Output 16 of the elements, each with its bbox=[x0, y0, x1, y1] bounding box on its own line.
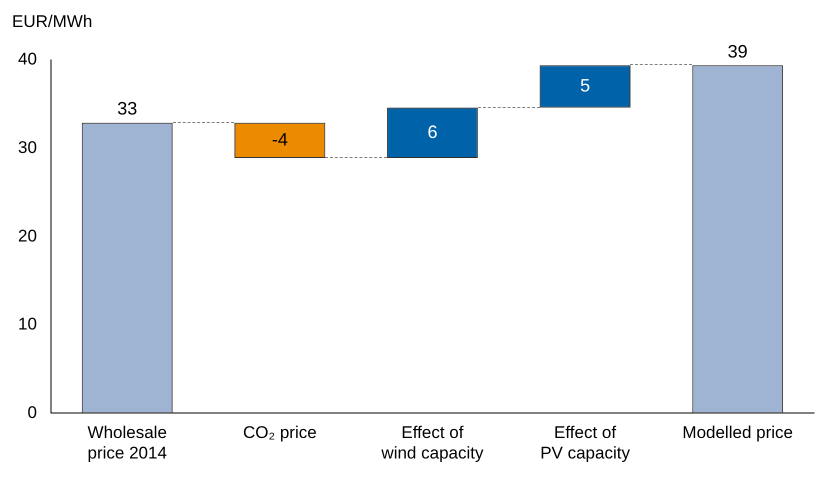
data-label: -4 bbox=[272, 129, 288, 150]
x-tick-label: Effect of PV capacity bbox=[540, 423, 630, 462]
data-label: 39 bbox=[728, 41, 748, 62]
y-tick-label: 10 bbox=[18, 314, 37, 334]
y-axis-title: EUR/MWh bbox=[12, 12, 92, 32]
data-label: 6 bbox=[427, 122, 438, 142]
x-tick-label: Modelled price bbox=[682, 423, 793, 442]
y-tick-label: 0 bbox=[27, 402, 37, 422]
y-tick-label: 20 bbox=[18, 226, 37, 246]
data-label: 5 bbox=[580, 75, 590, 96]
data-label: 33 bbox=[117, 98, 138, 119]
x-tick-label: Wholesale price 2014 bbox=[88, 423, 167, 462]
x-tick-label: CO₂ price bbox=[243, 423, 317, 442]
y-tick-label: 30 bbox=[18, 138, 37, 157]
x-tick-label: Effect of wind capacity bbox=[380, 423, 484, 462]
y-tick-label: 40 bbox=[18, 50, 37, 69]
